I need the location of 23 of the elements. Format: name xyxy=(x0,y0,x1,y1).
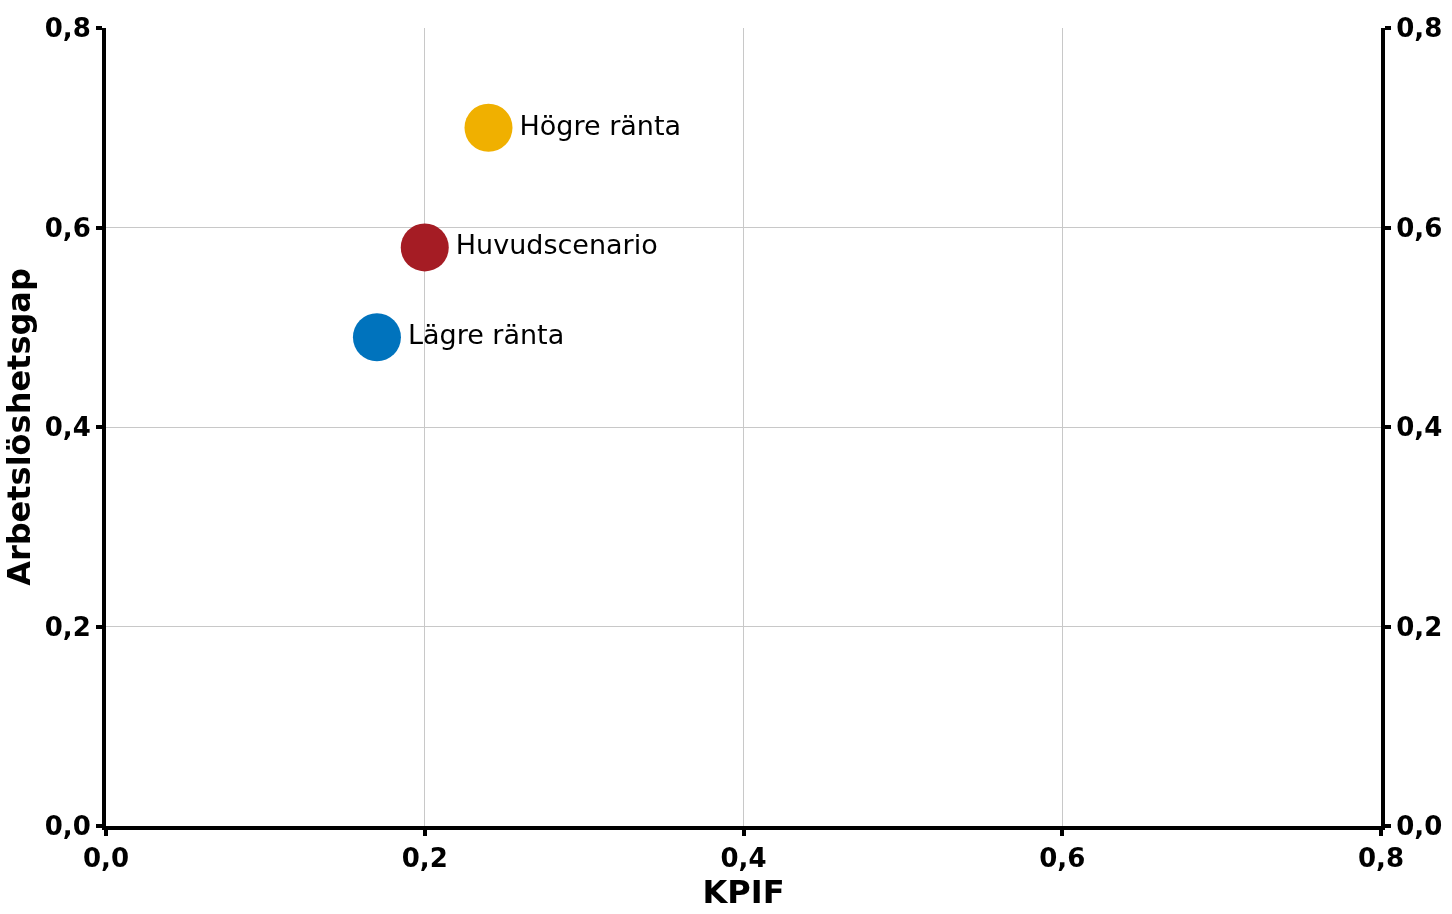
y-tick-label: 0,8 xyxy=(44,13,91,44)
series-label: Huvudscenario xyxy=(455,229,658,261)
series-label: Lägre ränta xyxy=(407,318,565,350)
x-tick-label: 0,4 xyxy=(720,843,767,874)
x-axis-title: KPIF xyxy=(702,873,785,912)
y2-tick-label: 0,8 xyxy=(1396,13,1443,44)
y2-tick-label: 0,6 xyxy=(1396,212,1443,243)
y-tick-label: 0,6 xyxy=(44,212,91,243)
y2-tick-label: 0,0 xyxy=(1396,811,1443,842)
x-tick-label: 0,6 xyxy=(1039,843,1086,874)
point xyxy=(352,313,401,362)
y2-tick-label: 0,2 xyxy=(1396,611,1443,642)
series-label: Högre ränta xyxy=(519,109,682,141)
point xyxy=(400,223,449,272)
x-tick-label: 0,2 xyxy=(401,843,448,874)
x-tick-label: 0,8 xyxy=(1357,843,1405,874)
point xyxy=(464,103,513,152)
y-tick-label: 0,4 xyxy=(44,412,91,443)
y-axis-title: Arbetslöshetsgap xyxy=(0,268,38,586)
y2-tick-label: 0,4 xyxy=(1396,412,1443,443)
y-tick-label: 0,0 xyxy=(44,811,91,842)
x-tick-label: 0,0 xyxy=(82,843,130,874)
y-tick-label: 0,2 xyxy=(44,611,91,642)
